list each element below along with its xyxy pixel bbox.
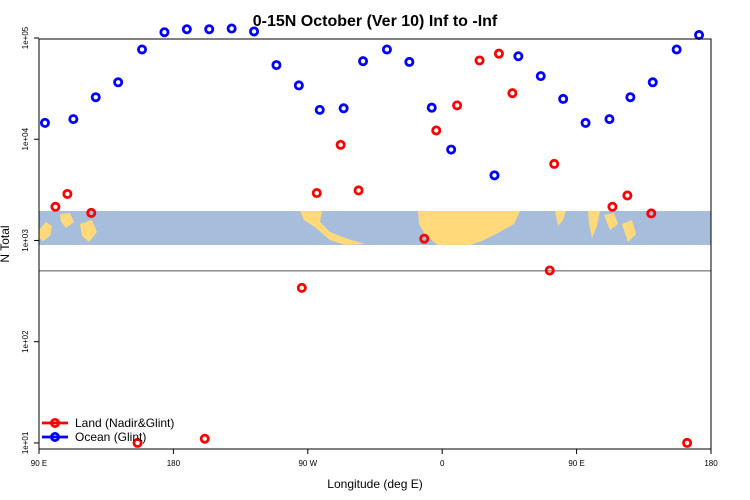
land-point-7	[335, 139, 346, 150]
land-point-5	[296, 282, 307, 293]
series-0	[50, 48, 693, 448]
land-point-0	[50, 201, 61, 212]
land-point-3	[132, 437, 143, 448]
map-land-2	[80, 220, 97, 242]
ocean-point-15	[381, 44, 392, 55]
map-land-1	[60, 213, 74, 228]
x-tick-label-4: 90 E	[568, 459, 584, 468]
legend: Land (Nadir&Glint)Ocean (Glint)	[42, 416, 174, 444]
ocean-point-7	[204, 24, 215, 35]
y-axis-label: N Total	[0, 225, 12, 262]
world-map-strip	[39, 211, 711, 245]
y-tick-label-1: 1e+02	[21, 330, 30, 353]
ocean-point-14	[358, 56, 369, 67]
ocean-point-3	[113, 77, 124, 88]
land-point-8	[353, 185, 364, 196]
land-point-15	[544, 265, 555, 276]
ocean-point-13	[338, 103, 349, 114]
map-land-3	[300, 211, 365, 245]
y-tick-label-0: 1e+01	[21, 431, 30, 454]
y-tick-label-2: 1e+03	[21, 229, 30, 252]
land-point-12	[474, 55, 485, 66]
x-tick-label-5: 180	[704, 459, 718, 468]
land-point-16	[549, 158, 560, 169]
land-point-1	[62, 188, 73, 199]
x-tick-label-3: 0	[440, 459, 445, 468]
land-point-2	[86, 207, 97, 218]
land-point-6	[311, 188, 322, 199]
x-tick-label-1: 180	[167, 459, 181, 468]
legend-marker-1	[50, 431, 61, 442]
ocean-point-2	[90, 92, 101, 103]
ocean-point-26	[647, 77, 658, 88]
legend-label-1: Ocean (Glint)	[75, 430, 146, 444]
ocean-point-4	[137, 44, 148, 55]
ocean-point-28	[694, 30, 705, 41]
map-land-0	[39, 222, 52, 241]
land-point-18	[622, 190, 633, 201]
ocean-point-11	[293, 80, 304, 91]
x-axis: 90 E 180 90 W 0 90 E 180	[31, 449, 718, 468]
land-point-17	[607, 201, 618, 212]
ocean-point-8	[226, 23, 237, 34]
plot-frame	[38, 38, 712, 450]
ocean-point-12	[314, 104, 325, 115]
ocean-point-10	[271, 60, 282, 71]
map-ocean	[39, 211, 711, 245]
map-land-4	[418, 211, 520, 245]
map-land-7	[604, 213, 618, 230]
x-tick-label-2: 90 W	[298, 459, 317, 468]
legend-marker-0	[50, 417, 61, 428]
ocean-point-17	[426, 102, 437, 113]
legend-label-0: Land (Nadir&Glint)	[75, 416, 174, 430]
land-point-10	[431, 125, 442, 136]
land-point-11	[452, 100, 463, 111]
ocean-point-6	[181, 24, 192, 35]
land-point-20	[682, 437, 693, 448]
ocean-point-0	[39, 117, 50, 128]
ocean-point-22	[558, 93, 569, 104]
map-land-8	[622, 220, 636, 242]
map-land-6	[588, 211, 600, 238]
y-tick-label-4: 1e+05	[21, 26, 30, 49]
map-land-5	[555, 211, 566, 226]
ocean-point-27	[671, 44, 682, 55]
land-point-13	[493, 48, 504, 59]
ocean-point-19	[489, 170, 500, 181]
ocean-point-1	[68, 114, 79, 125]
land-point-14	[507, 88, 518, 99]
ocean-point-23	[580, 117, 591, 128]
y-tick-label-3: 1e+04	[21, 127, 30, 150]
series-1	[39, 23, 705, 181]
ocean-point-16	[404, 56, 415, 67]
land-point-19	[646, 208, 657, 219]
ocean-point-9	[249, 26, 260, 37]
chart-title: 0-15N October (Ver 10) Inf to -Inf	[253, 13, 498, 30]
land-point-9	[419, 233, 430, 244]
ocean-point-5	[159, 27, 170, 38]
ocean-point-24	[604, 114, 615, 125]
ocean-point-20	[513, 51, 524, 62]
x-tick-label-0: 90 E	[31, 459, 47, 468]
ocean-point-25	[625, 92, 636, 103]
ocean-point-18	[446, 144, 457, 155]
y-axis: 1e+01 1e+02 1e+03 1e+04 1e+05	[21, 26, 39, 454]
land-point-4	[199, 433, 210, 444]
ocean-point-21	[535, 71, 546, 82]
x-axis-label: Longitude (deg E)	[327, 477, 422, 491]
